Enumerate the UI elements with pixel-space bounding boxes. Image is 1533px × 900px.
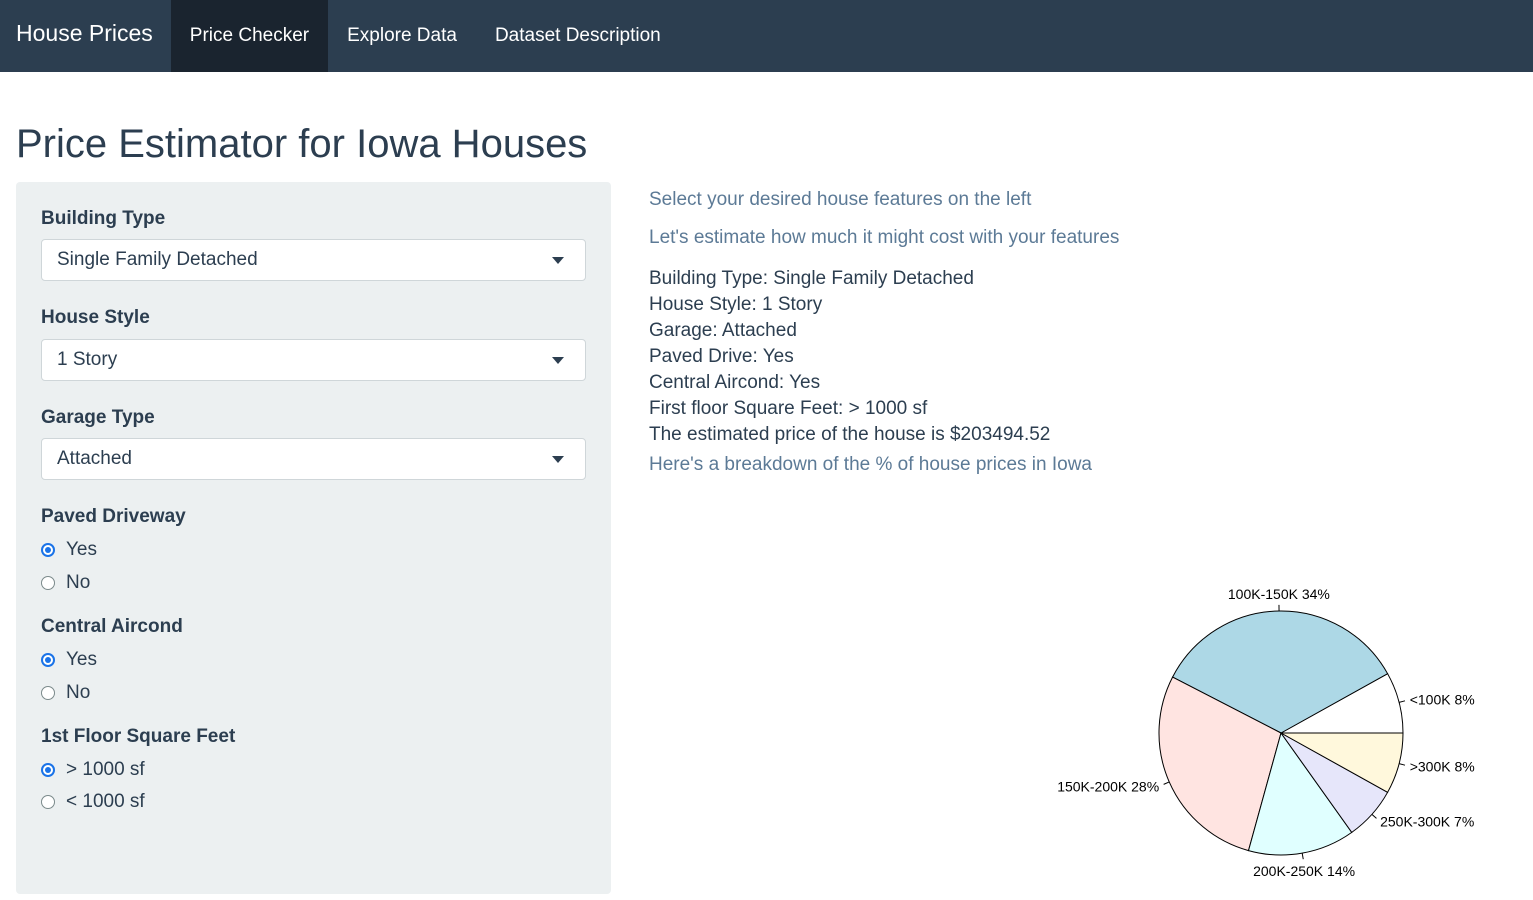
estimate-intro-text: Let's estimate how much it might cost wi… xyxy=(649,227,1120,248)
feature-summary: Building Type: Single Family Detached Ho… xyxy=(649,266,1050,448)
chevron-down-icon xyxy=(552,257,564,264)
page-title: Price Estimator for Iowa Houses xyxy=(16,122,588,166)
pie-label-tick xyxy=(1398,700,1406,703)
summary-paved-drive: Paved Drive: Yes xyxy=(649,346,794,367)
radio-label: No xyxy=(66,682,91,703)
summary-central-aircond: Central Aircond: Yes xyxy=(649,372,821,393)
radio-label: Yes xyxy=(66,649,97,670)
pie-label: 150K-200K 28% xyxy=(1057,778,1159,794)
summary-first-floor-sf: First floor Square Feet: > 1000 sf xyxy=(649,398,928,419)
garage-type-select[interactable]: Attached xyxy=(41,438,586,480)
radio-unchecked-icon[interactable] xyxy=(41,686,55,700)
paved-driveway-yes[interactable]: Yes xyxy=(41,539,97,561)
pie-label-tick xyxy=(1371,813,1377,819)
house-style-select[interactable]: 1 Story xyxy=(41,339,586,381)
estimated-price: The estimated price of the house is $203… xyxy=(649,424,1051,445)
tab-price-checker[interactable]: Price Checker xyxy=(170,0,329,72)
tab-dataset-description[interactable]: Dataset Description xyxy=(494,25,661,46)
radio-label: < 1000 sf xyxy=(66,791,145,812)
instruction-text: Select your desired house features on th… xyxy=(649,189,1032,210)
first-floor-sf-lt1000[interactable]: < 1000 sf xyxy=(41,791,145,813)
paved-driveway-no[interactable]: No xyxy=(41,572,90,594)
navbar: House Prices Price Checker Explore Data … xyxy=(0,0,1533,72)
navbar-brand[interactable]: House Prices xyxy=(16,19,153,46)
radio-checked-icon[interactable] xyxy=(41,543,55,557)
chevron-down-icon xyxy=(552,456,564,463)
building-type-label: Building Type xyxy=(41,208,166,229)
radio-label: > 1000 sf xyxy=(66,759,145,780)
central-aircond-label: Central Aircond xyxy=(41,616,183,637)
sidebar-panel: Building Type Single Family Detached Hou… xyxy=(16,182,611,894)
tab-explore-data[interactable]: Explore Data xyxy=(347,25,457,46)
pie-label: 100K-150K 34% xyxy=(1228,586,1330,602)
pie-label: <100K 8% xyxy=(1410,692,1475,708)
house-style-value: 1 Story xyxy=(57,349,118,370)
central-aircond-yes[interactable]: Yes xyxy=(41,649,97,671)
garage-type-value: Attached xyxy=(57,448,132,469)
summary-house-style: House Style: 1 Story xyxy=(649,294,823,315)
radio-checked-icon[interactable] xyxy=(41,763,55,777)
radio-checked-icon[interactable] xyxy=(41,653,55,667)
pie-slice-100k-150k xyxy=(1171,610,1389,734)
radio-label: Yes xyxy=(66,539,97,560)
first-floor-sf-label: 1st Floor Square Feet xyxy=(41,726,236,747)
building-type-value: Single Family Detached xyxy=(57,249,258,270)
radio-label: No xyxy=(66,572,91,593)
breakdown-intro-text: Here's a breakdown of the % of house pri… xyxy=(649,454,1092,475)
first-floor-sf-gt1000[interactable]: > 1000 sf xyxy=(41,759,145,781)
pie-label: >300K 8% xyxy=(1410,758,1475,774)
summary-garage: Garage: Attached xyxy=(649,320,797,341)
pie-slice--300k xyxy=(1279,732,1404,793)
central-aircond-no[interactable]: No xyxy=(41,682,90,704)
summary-building-type: Building Type: Single Family Detached xyxy=(649,268,974,289)
price-breakdown-pie-chart: <100K 8% 100K-150K 34% 150K-200K 28% 200K-2… xyxy=(1057,586,1475,879)
pie-label-tick xyxy=(1163,781,1170,785)
building-type-select[interactable]: Single Family Detached xyxy=(41,239,586,281)
pie-label-tick xyxy=(1301,853,1304,860)
radio-unchecked-icon[interactable] xyxy=(41,795,55,809)
radio-unchecked-icon[interactable] xyxy=(41,576,55,590)
garage-type-label: Garage Type xyxy=(41,407,155,428)
house-style-label: House Style xyxy=(41,307,150,328)
pie-label-tick xyxy=(1398,763,1406,766)
pie-label: 250K-300K 7% xyxy=(1380,814,1474,830)
paved-driveway-label: Paved Driveway xyxy=(41,506,186,527)
pie-label: 200K-250K 14% xyxy=(1253,863,1355,879)
chevron-down-icon xyxy=(552,357,564,364)
